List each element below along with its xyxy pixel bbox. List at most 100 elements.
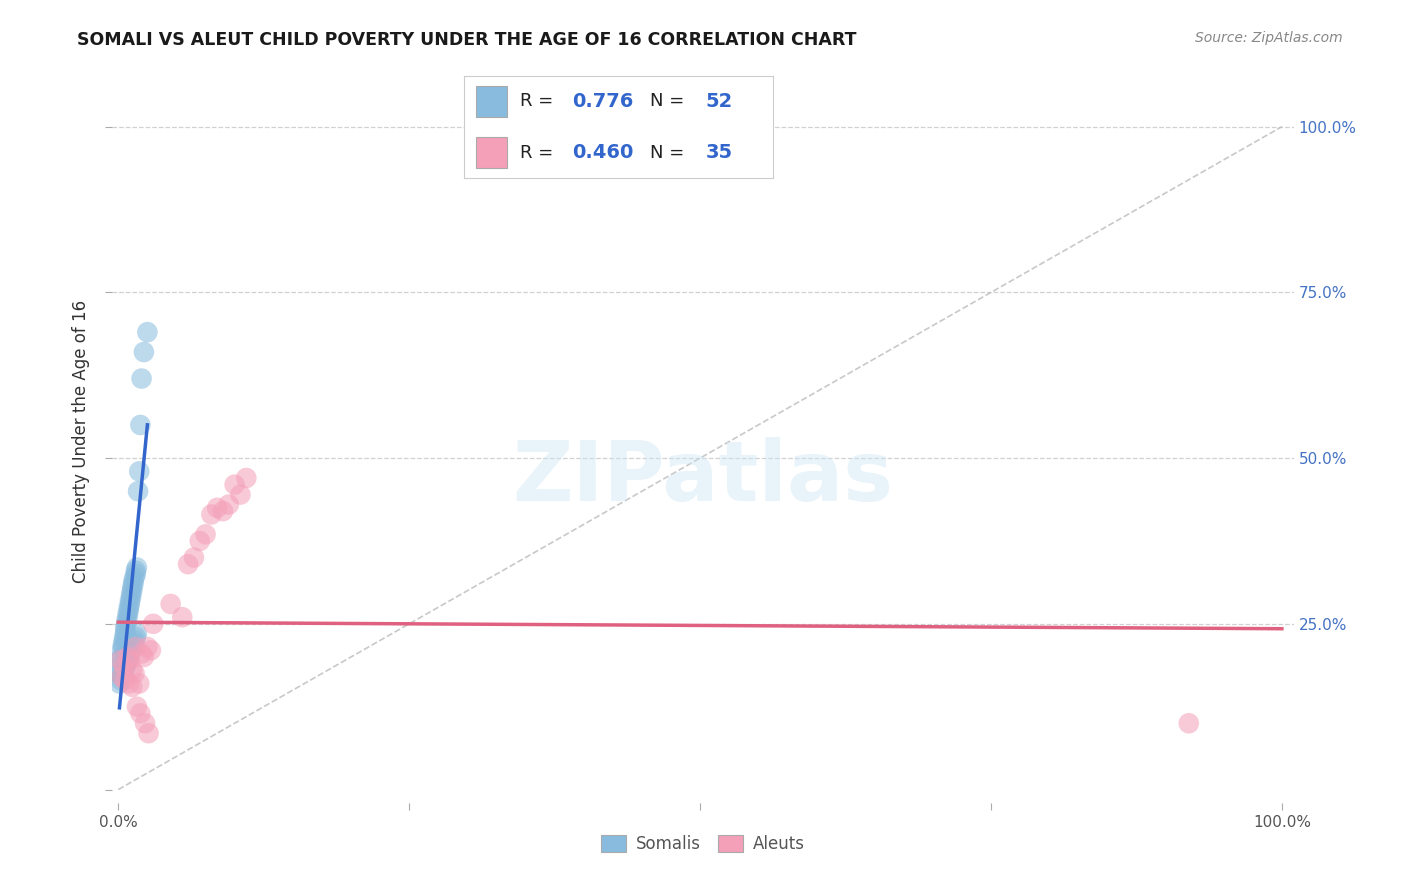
Point xyxy=(129,706,152,721)
Point xyxy=(110,673,132,688)
Point xyxy=(115,657,138,671)
Text: ZIPatlas: ZIPatlas xyxy=(513,437,893,518)
Point xyxy=(110,653,132,667)
Point xyxy=(115,614,138,628)
Point xyxy=(1178,716,1201,731)
Point xyxy=(122,574,145,588)
Point xyxy=(118,647,141,661)
Point xyxy=(111,643,134,657)
Point xyxy=(124,633,146,648)
Point xyxy=(117,650,139,665)
Point xyxy=(111,640,134,654)
Point xyxy=(224,477,246,491)
Point xyxy=(131,647,153,661)
Point xyxy=(129,417,152,432)
Point xyxy=(229,487,252,501)
Point xyxy=(188,533,211,548)
Point xyxy=(124,666,146,681)
Point xyxy=(121,663,143,677)
Point xyxy=(111,666,134,681)
Point xyxy=(112,630,135,644)
Point xyxy=(108,666,131,681)
Point xyxy=(111,650,134,665)
Point xyxy=(132,650,155,665)
Point xyxy=(112,660,135,674)
Point xyxy=(114,627,136,641)
Point xyxy=(115,616,138,631)
Point xyxy=(111,637,134,651)
Point xyxy=(121,640,143,654)
Point xyxy=(128,676,150,690)
Point xyxy=(125,640,148,654)
Point xyxy=(118,603,141,617)
Point xyxy=(122,637,145,651)
Point xyxy=(125,627,148,641)
Point xyxy=(110,660,132,674)
Point xyxy=(183,550,205,565)
Point xyxy=(111,670,134,684)
Point xyxy=(118,650,141,665)
Point xyxy=(121,580,143,594)
Point xyxy=(132,345,155,359)
Point xyxy=(114,624,136,638)
Point xyxy=(118,676,141,690)
Point xyxy=(121,583,143,598)
FancyBboxPatch shape xyxy=(477,137,508,168)
Point xyxy=(110,653,132,667)
Point xyxy=(134,716,156,731)
Point xyxy=(194,527,217,541)
Point xyxy=(118,653,141,667)
FancyBboxPatch shape xyxy=(477,87,508,117)
Text: R =: R = xyxy=(520,144,558,161)
Point xyxy=(125,699,148,714)
Text: 52: 52 xyxy=(706,92,733,111)
Point xyxy=(121,680,143,694)
Point xyxy=(117,607,139,621)
Point xyxy=(120,643,142,657)
Text: Source: ZipAtlas.com: Source: ZipAtlas.com xyxy=(1195,31,1343,45)
Point xyxy=(136,325,159,339)
Point xyxy=(127,484,149,499)
Point xyxy=(125,630,148,644)
Text: N =: N = xyxy=(650,144,689,161)
Point xyxy=(117,610,139,624)
Point xyxy=(122,577,145,591)
Text: R =: R = xyxy=(520,93,558,111)
Point xyxy=(120,587,142,601)
Legend: Somalis, Aleuts: Somalis, Aleuts xyxy=(595,828,811,860)
Point xyxy=(118,597,141,611)
Point xyxy=(128,464,150,478)
Point xyxy=(108,676,131,690)
Point xyxy=(114,673,136,688)
Point xyxy=(120,591,142,605)
Point xyxy=(136,640,159,654)
Point xyxy=(218,498,240,512)
Point xyxy=(131,371,153,385)
Point xyxy=(125,560,148,574)
Point xyxy=(212,504,235,518)
Point xyxy=(125,567,148,582)
Point xyxy=(139,643,162,657)
Point xyxy=(117,653,139,667)
Point xyxy=(138,726,160,740)
Point xyxy=(125,564,148,578)
Text: SOMALI VS ALEUT CHILD POVERTY UNDER THE AGE OF 16 CORRELATION CHART: SOMALI VS ALEUT CHILD POVERTY UNDER THE … xyxy=(77,31,856,49)
Point xyxy=(118,593,141,607)
Point xyxy=(112,663,135,677)
Text: 0.460: 0.460 xyxy=(572,144,634,162)
Text: N =: N = xyxy=(650,93,689,111)
Text: 0.776: 0.776 xyxy=(572,92,634,111)
Point xyxy=(159,597,181,611)
Point xyxy=(205,500,228,515)
Point xyxy=(118,600,141,615)
Text: 35: 35 xyxy=(706,144,733,162)
Point xyxy=(111,670,134,684)
Point xyxy=(114,620,136,634)
Point xyxy=(124,570,146,584)
Point xyxy=(142,616,165,631)
Point xyxy=(112,633,135,648)
Point xyxy=(235,471,257,485)
Point xyxy=(200,508,222,522)
Y-axis label: Child Poverty Under the Age of 16: Child Poverty Under the Age of 16 xyxy=(72,300,90,583)
Point xyxy=(177,557,200,571)
